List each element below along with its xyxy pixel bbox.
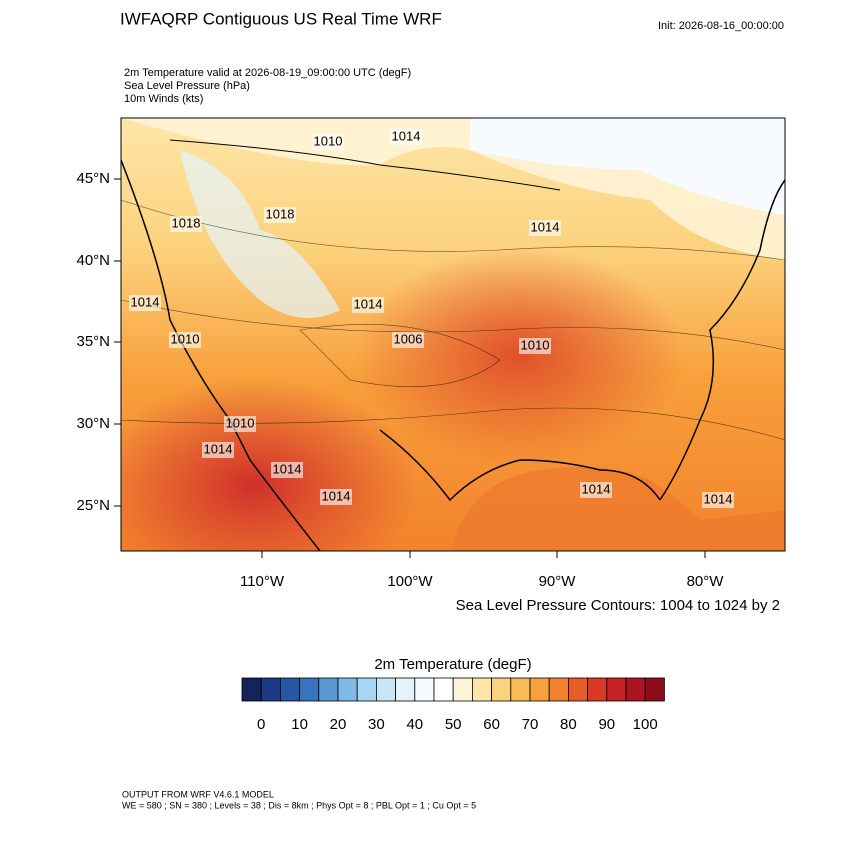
colorbar-box	[260, 677, 281, 702]
colorbar-box	[279, 677, 300, 702]
init-time: Init: 2026-08-16_00:00:00	[658, 20, 784, 32]
lon-label: 80°W	[687, 573, 725, 590]
colorbar-box	[375, 677, 396, 702]
contour-note: Sea Level Pressure Contours: 1004 to 102…	[456, 597, 780, 614]
lat-label: 45°N	[76, 170, 110, 187]
contour-label: 1014	[704, 491, 733, 506]
field-label: Sea Level Pressure (hPa)	[124, 80, 250, 92]
field-label: 2m Temperature valid at 2026-08-19_09:00…	[124, 67, 411, 79]
colorbar-box	[433, 677, 454, 702]
contour-label: 1014	[531, 219, 560, 234]
contour-label-box	[224, 416, 256, 432]
footer-model: OUTPUT FROM WRF V4.6.1 MODEL	[122, 789, 274, 799]
lat-label: 35°N	[76, 333, 110, 350]
colorbar-title: 2m Temperature (degF)	[374, 656, 531, 673]
contour-label: 1018	[172, 215, 201, 230]
contour-label-box	[390, 129, 422, 145]
colorbar-box	[299, 677, 320, 702]
contour-label-box	[352, 297, 384, 313]
contour-label: 1010	[521, 337, 550, 352]
contour-label: 1006	[394, 331, 423, 346]
contour-label-box	[202, 442, 234, 458]
map	[120, 117, 786, 552]
colorbar-box	[471, 677, 492, 702]
contour-label-box	[129, 295, 161, 311]
contour-label-box	[529, 220, 561, 236]
contour-label: 1014	[392, 128, 421, 143]
colorbar-label: 90	[598, 716, 615, 733]
contour-label: 1014	[204, 441, 233, 456]
colorbar-box	[414, 677, 435, 702]
contour-label-box	[312, 134, 344, 150]
colorbar-label: 40	[406, 716, 423, 733]
contour-label-box	[519, 338, 551, 354]
contour-label-box	[580, 482, 612, 498]
contour-label: 1010	[171, 331, 200, 346]
colorbar-label: 80	[560, 716, 577, 733]
contour-label: 1010	[314, 133, 343, 148]
colorbar-box	[395, 677, 416, 702]
colorbar-label: 20	[330, 716, 347, 733]
contour-label: 1014	[322, 488, 351, 503]
colorbar-label: 70	[522, 716, 539, 733]
lat-label: 40°N	[76, 252, 110, 269]
colorbar-box	[491, 677, 512, 702]
colorbar-box	[241, 677, 262, 702]
colorbar-box	[548, 677, 569, 702]
colorbar-box	[568, 677, 589, 702]
contour-label-box	[169, 332, 201, 348]
colorbar-box	[337, 677, 358, 702]
colorbar-box	[625, 677, 646, 702]
contour-label: 1014	[273, 461, 302, 476]
colorbar-box	[644, 677, 665, 702]
lat-label: 30°N	[76, 415, 110, 432]
contour-label-box	[264, 207, 296, 223]
contour-label: 1018	[266, 206, 295, 221]
contour-label-box	[320, 489, 352, 505]
contour-label-box	[271, 462, 303, 478]
colorbar-label: 10	[291, 716, 308, 733]
colorbar-label: 50	[445, 716, 462, 733]
colorbar-box	[318, 677, 339, 702]
footer-settings: WE = 580 ; SN = 380 ; Levels = 38 ; Dis …	[122, 800, 476, 810]
colorbar-box	[587, 677, 608, 702]
field-label: 10m Winds (kts)	[124, 93, 203, 105]
title: IWFAQRP Contiguous US Real Time WRF	[120, 9, 442, 28]
lat-label: 25°N	[76, 497, 110, 514]
colorbar-box	[510, 677, 531, 702]
contour-label: 1014	[582, 481, 611, 496]
colorbar-box	[452, 677, 473, 702]
colorbar-box	[529, 677, 550, 702]
lon-label: 110°W	[240, 573, 285, 590]
contour-label-box	[170, 216, 202, 232]
contour-label-box	[702, 492, 734, 508]
colorbar-label: 30	[368, 716, 385, 733]
colorbar-box	[356, 677, 377, 702]
colorbar-box	[606, 677, 627, 702]
colorbar-label: 60	[483, 716, 500, 733]
lon-label: 100°W	[387, 573, 433, 590]
contour-label-box	[392, 332, 424, 348]
contour-label: 1014	[131, 294, 160, 309]
contour-label: 1014	[354, 296, 383, 311]
contour-label: 1010	[226, 415, 255, 430]
colorbar-label: 0	[257, 716, 265, 733]
lon-label: 90°W	[539, 573, 577, 590]
colorbar-label: 100	[633, 716, 658, 733]
